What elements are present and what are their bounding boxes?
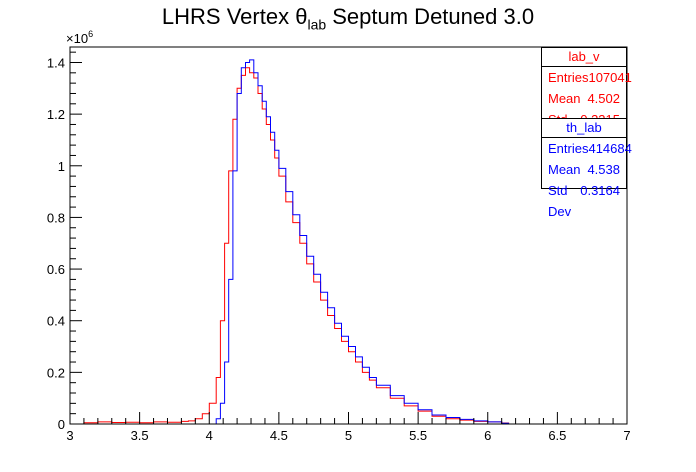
chart-title: LHRS Vertex θlab Septum Detuned 3.0: [0, 4, 696, 32]
stats-row-entries: Entries 414684: [548, 141, 632, 156]
x-tick-label: 4: [206, 428, 213, 443]
x-tick-label: 3.5: [131, 428, 149, 443]
x-tick-label: 7: [623, 428, 630, 443]
title-suffix: Septum Detuned 3.0: [326, 4, 535, 29]
stats-row-mean: Mean 4.538: [548, 162, 620, 177]
y-exponent-label: ×106: [66, 29, 93, 46]
series-th-lab: [215, 59, 510, 424]
series-lab-v: [83, 67, 510, 424]
y-tick-label: 0.2: [47, 365, 65, 380]
title-theta: θ: [295, 4, 308, 29]
y-tick-label: 0.8: [47, 210, 65, 225]
stats-box-title: lab_v: [542, 48, 626, 67]
stats-row-entries: Entries 107041: [548, 70, 632, 85]
stats-box-th-lab: th_lab Entries 414684 Mean 4.538 Std Dev 0.…: [541, 118, 632, 219]
y-tick-label: 0.6: [47, 262, 65, 277]
title-prefix: LHRS Vertex: [161, 4, 296, 29]
stats-row-mean: Mean 4.502: [548, 91, 620, 106]
x-tick-label: 4.5: [270, 428, 288, 443]
x-tick-label: 5.5: [409, 428, 427, 443]
y-tick-label: 0.4: [47, 314, 65, 329]
title-subscript: lab: [307, 16, 327, 33]
stats-row-stddev: Std Dev 0.3164: [548, 183, 620, 219]
stats-box-title: th_lab: [542, 119, 626, 138]
x-tick-label: 6.5: [548, 428, 566, 443]
y-tick-label: 1.4: [47, 55, 65, 70]
x-tick-label: 3: [66, 428, 73, 443]
x-tick-label: 5: [345, 428, 352, 443]
y-tick-label: 1: [58, 159, 65, 174]
y-tick-label: 1.2: [47, 107, 65, 122]
y-tick-label: 0: [58, 417, 65, 432]
x-tick-label: 6: [484, 428, 491, 443]
